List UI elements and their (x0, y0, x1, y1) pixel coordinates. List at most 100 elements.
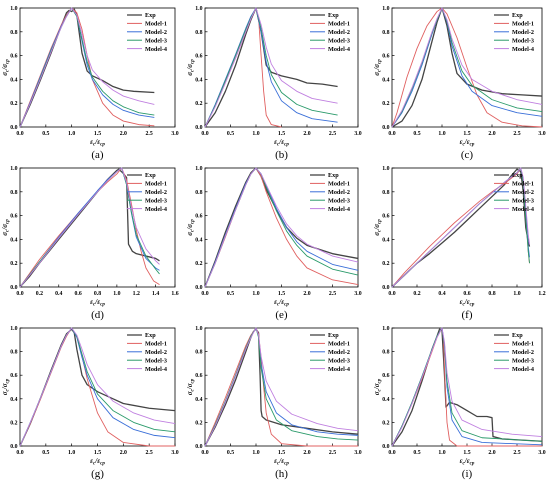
y-tick-label: 0.4 (195, 237, 202, 243)
legend-label: Model-4 (145, 206, 167, 213)
x-tick-label: 2.0 (488, 131, 495, 137)
legend-label: Exp (145, 332, 156, 339)
chart-panel-3: 0.0 0.5 1.0 1.5 2.0 2.5 3.0 0.0 0.2 0.4 0.6 0.8 1.0 E… (373, 6, 546, 161)
y-tick-label: 0.8 (10, 30, 17, 36)
y-tick-label: 0.8 (382, 350, 389, 356)
legend-label: Model-4 (328, 366, 350, 373)
x-tick-label: 2.0 (120, 131, 127, 137)
legend-label: Model-2 (328, 349, 350, 356)
legend-label: Model-1 (145, 21, 167, 28)
series-line-model-4 (19, 327, 176, 447)
x-tick-label: 2.5 (513, 450, 520, 456)
x-tick-label: 1.0 (68, 450, 75, 456)
y-tick-label: 1.0 (195, 166, 202, 172)
y-tick-label: 1.0 (10, 326, 17, 332)
panel-label: (b) (275, 149, 288, 161)
series-line-model-1 (19, 167, 160, 288)
legend-label: Model-2 (328, 189, 350, 196)
x-tick-label: 0.4 (438, 291, 445, 297)
x-tick-label: 0.5 (413, 450, 420, 456)
y-tick-label: 0.2 (195, 261, 202, 267)
series-line-model-4 (391, 327, 543, 447)
x-axis-label: εc/εcp (460, 298, 475, 308)
y-tick-label: 0.2 (382, 261, 389, 267)
series-line-model-4 (391, 167, 530, 288)
x-tick-label: 3.0 (538, 131, 545, 137)
x-tick-label: 1.5 (94, 450, 101, 456)
x-tick-label: 0.0 (16, 450, 23, 456)
y-tick-label: 0.6 (195, 373, 202, 379)
x-tick-label: 0.4 (55, 291, 62, 297)
x-tick-label: 1.0 (513, 291, 520, 297)
x-tick-label: 2.0 (303, 131, 310, 137)
x-tick-label: 2.0 (303, 450, 310, 456)
x-tick-label: 0.6 (75, 291, 82, 297)
series-line-exp (204, 328, 359, 447)
legend-label: Exp (145, 172, 156, 179)
x-tick-label: 0.8 (94, 291, 101, 297)
x-tick-label: 0.0 (388, 450, 395, 456)
y-tick-label: 1.0 (382, 326, 389, 332)
y-tick-label: 0.4 (195, 397, 202, 403)
x-tick-label: 1.5 (94, 131, 101, 137)
x-tick-label: 2.5 (146, 131, 153, 137)
chart-panel-4: 0.0 0.2 0.4 0.6 0.8 1.0 1.2 1.4 1.6 0.0 0.2 0.4 0.6 0… (1, 166, 179, 321)
legend-label: Model-2 (328, 29, 350, 36)
y-tick-label: 0.0 (382, 444, 389, 450)
series-line-model-3 (19, 167, 160, 288)
legend-label: Model-3 (512, 357, 534, 364)
legend-label: Model-3 (145, 197, 167, 204)
x-tick-label: 1.0 (113, 291, 120, 297)
series-line-model-4 (19, 7, 155, 128)
legend-label: Model-2 (145, 189, 167, 196)
series-line-model-3 (391, 167, 530, 288)
chart-panel-9: 0.0 0.5 1.0 1.5 2.0 2.5 3.0 0.0 0.2 0.4 0.6 0.8 1.0 E… (373, 326, 546, 480)
panel-label: (f) (462, 309, 473, 321)
x-tick-label: 0.0 (201, 131, 208, 137)
x-axis-label: εc/εcp (90, 457, 105, 467)
x-tick-label: 0.0 (201, 291, 208, 297)
legend-label: Model-2 (145, 349, 167, 356)
y-tick-label: 0.6 (195, 214, 202, 220)
y-axis-label: σc/σcp (373, 59, 383, 76)
y-tick-label: 1.0 (10, 166, 17, 172)
y-tick-label: 0.2 (195, 420, 202, 426)
x-tick-label: 1.5 (463, 450, 470, 456)
legend-label: Model-3 (512, 37, 534, 44)
series-line-exp (391, 328, 543, 447)
y-tick-label: 0.6 (10, 214, 17, 220)
x-tick-label: 1.0 (252, 450, 259, 456)
legend-label: Model-2 (512, 189, 534, 196)
chart-panel-6: 0.0 0.2 0.4 0.6 0.8 1.0 1.2 0.0 0.2 0.4 0.6 0.8 1.0 E… (373, 166, 546, 321)
y-axis-label: σc/σcp (1, 219, 11, 236)
x-axis-label: εc/εcp (460, 457, 475, 467)
x-tick-label: 1.0 (68, 131, 75, 137)
legend-label: Exp (328, 332, 339, 339)
x-axis-label: εc/εcp (274, 298, 289, 308)
y-axis-label: σc/σcp (1, 378, 11, 395)
y-tick-label: 0.6 (195, 54, 202, 60)
panel-label: (e) (275, 309, 288, 321)
y-tick-label: 1.0 (10, 6, 17, 12)
legend-label: Model-2 (512, 29, 534, 36)
chart-panel-2: 0.0 0.5 1.0 1.5 2.0 2.5 3.0 0.0 0.2 0.4 0.6 0.8 1.0 E… (186, 6, 362, 161)
panel-label: (g) (91, 468, 104, 480)
panel-label: (d) (91, 309, 104, 321)
y-tick-label: 1.0 (195, 326, 202, 332)
x-axis-label: εc/εcp (274, 138, 289, 148)
y-axis-label: σc/σcp (373, 219, 383, 236)
y-axis-label: σc/σcp (186, 219, 196, 236)
y-tick-label: 0.4 (10, 397, 17, 403)
y-tick-label: 0.6 (382, 214, 389, 220)
series-line-model-4 (204, 167, 359, 288)
y-tick-label: 1.0 (382, 6, 389, 12)
x-tick-label: 1.6 (171, 291, 178, 297)
y-tick-label: 0.6 (10, 373, 17, 379)
y-tick-label: 0.0 (382, 125, 389, 131)
y-tick-label: 0.8 (382, 190, 389, 196)
legend-label: Exp (512, 332, 523, 339)
series-line-model-2 (391, 167, 530, 288)
